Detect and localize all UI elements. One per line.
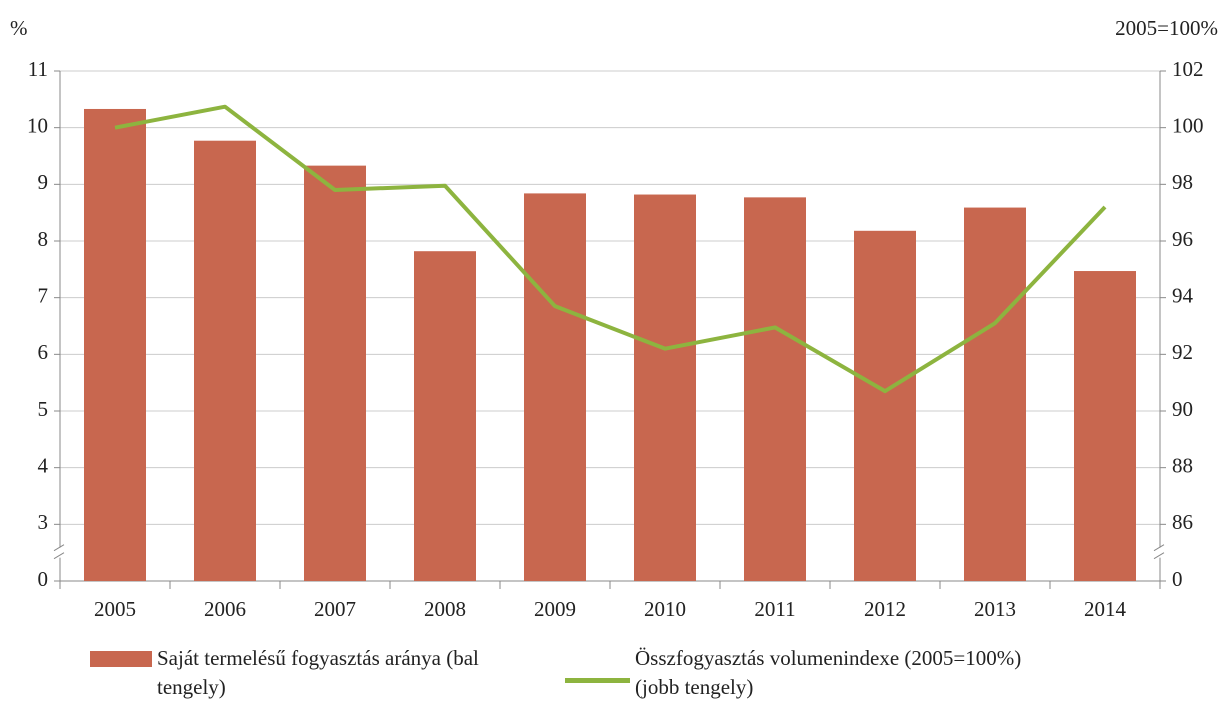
x-tick-label: 2008 — [424, 597, 466, 621]
y-tick-label: 5 — [38, 397, 49, 421]
y-tick-label: 4 — [38, 453, 49, 477]
bar — [1074, 271, 1136, 581]
x-tick-label: 2006 — [204, 597, 246, 621]
bar — [304, 165, 366, 581]
bar — [414, 251, 476, 581]
x-tick-label: 2007 — [314, 597, 356, 621]
x-tick-label: 2012 — [864, 597, 906, 621]
legend-label: Saját termelésű fogyasztás aránya (bal t… — [157, 646, 479, 699]
y2-tick-label: 100 — [1172, 113, 1204, 137]
y-tick-label: 11 — [28, 57, 48, 81]
y2-tick-label: 98 — [1172, 170, 1193, 194]
y2-tick-label: 86 — [1172, 510, 1193, 534]
y-tick-label: 7 — [38, 283, 49, 307]
bar — [194, 140, 256, 581]
y2-tick-label: 94 — [1172, 283, 1194, 307]
x-tick-label: 2014 — [1084, 597, 1127, 621]
y2-tick-label: 90 — [1172, 397, 1193, 421]
y-tick-label: 8 — [38, 227, 49, 251]
x-tick-label: 2009 — [534, 597, 576, 621]
y-tick-label: 6 — [38, 340, 49, 364]
bar — [964, 207, 1026, 582]
axis-break-gap — [1152, 547, 1168, 558]
bar — [744, 197, 806, 581]
line — [114, 104, 1107, 394]
y-tick-label: 3 — [38, 510, 49, 534]
axis-break — [1153, 544, 1165, 560]
y2-unit: 2005=100% — [1115, 16, 1218, 40]
bar — [854, 230, 916, 582]
y2-tick-label: 96 — [1172, 227, 1193, 251]
bar — [84, 108, 146, 581]
x-tick-label: 2010 — [644, 597, 686, 621]
x-tick-label: 2013 — [974, 597, 1016, 621]
axis-break-gap — [52, 547, 68, 558]
y2-tick-label: 88 — [1172, 453, 1193, 477]
bar — [634, 194, 696, 582]
y2-tick-label: 0 — [1172, 567, 1183, 591]
legend-label: Összfogyasztás volumenindexe (2005=100%)… — [635, 646, 1022, 699]
y2-tick-label: 92 — [1172, 340, 1193, 364]
legend-swatch — [90, 651, 152, 667]
bar — [524, 193, 586, 581]
y2-tick-label: 102 — [1172, 57, 1204, 81]
y-unit: % — [10, 16, 28, 40]
y-tick-label: 9 — [38, 170, 49, 194]
y-tick-label: 10 — [27, 113, 48, 137]
x-tick-label: 2005 — [94, 597, 136, 621]
legend-swatch — [565, 678, 630, 683]
x-tick-label: 2011 — [754, 597, 795, 621]
y-tick-label: 0 — [38, 567, 49, 591]
axis-break — [53, 544, 65, 560]
